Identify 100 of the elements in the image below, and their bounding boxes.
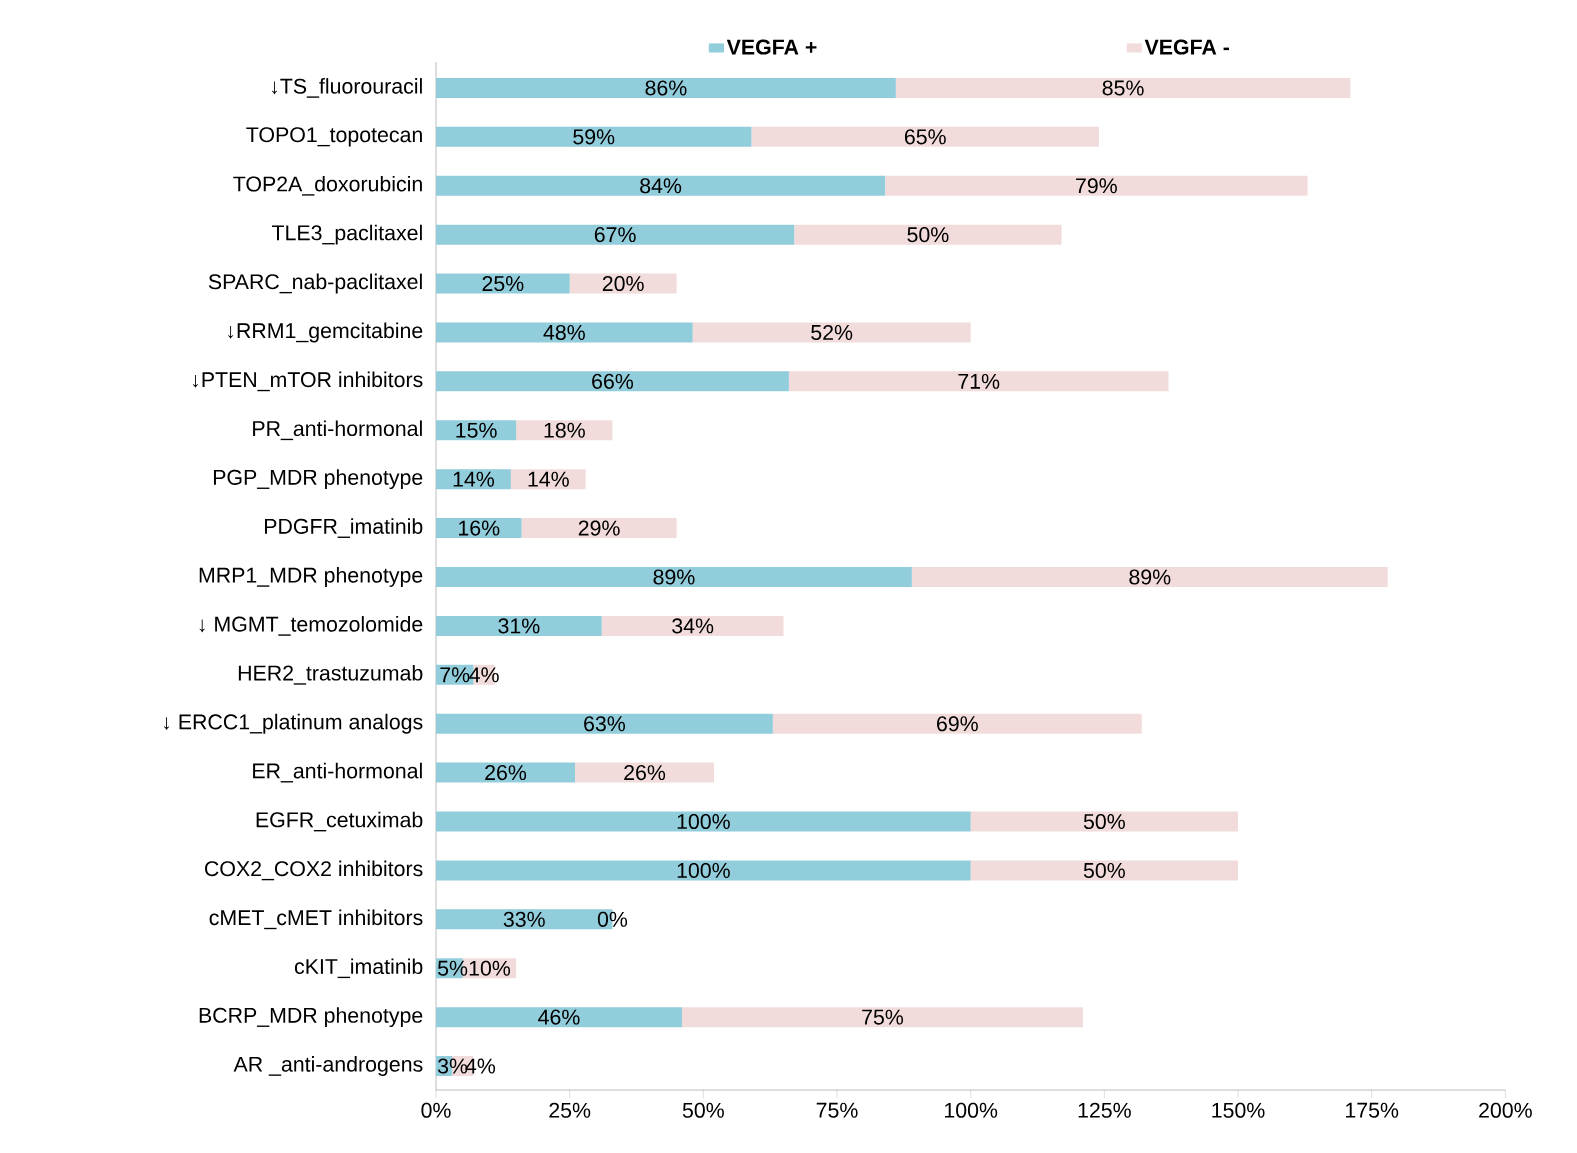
y-tick-label: COX2_COX2 inhibitors [205,860,423,881]
data-label: 10% [469,960,511,976]
data-label: 89% [1129,569,1171,585]
bar [692,322,971,343]
data-label: 65% [904,129,946,145]
y-tick-label: ↓ ERCC1_platinum analogs [164,713,423,734]
x-tick-label: 175% [1346,1102,1399,1118]
bar [521,518,677,539]
data-label: 50% [1083,862,1125,878]
data-label: 63% [584,716,626,732]
bar [885,175,1308,196]
y-tick-label: ↓RRM1_gemcitabine [228,322,423,343]
bar [970,811,1239,832]
bar [436,762,576,783]
data-label: 14% [453,471,495,487]
legend-label: VEGFA + [726,39,817,55]
data-label: 25% [482,276,524,292]
data-label: 71% [958,373,1000,389]
y-tick-label: EGFR_cetuximab [256,811,423,832]
data-label: 14% [528,471,569,487]
data-label: 18% [544,422,585,438]
x-tick-label: 200% [1479,1102,1532,1118]
data-label: 7% [440,667,470,683]
data-label: 84% [640,178,682,194]
data-label: 20% [602,276,644,292]
bar [681,1007,1083,1028]
legend-label: VEGFA - [1144,39,1229,55]
x-tick-label: 100% [945,1102,998,1118]
y-tick-label: cKIT_imatinib [294,958,423,979]
bar [970,860,1239,881]
data-label: 50% [1083,813,1125,830]
y-tick-label: cMET_cMET inhibitors [209,909,423,930]
y-tick-label: TOPO1_topotecan [246,127,422,147]
bar [895,77,1351,98]
data-label: 34% [672,618,714,634]
bar [436,860,971,881]
y-tick-label: TOP2A_doxorubicin [233,175,422,196]
data-label: 75% [862,1009,904,1025]
data-label: 50% [907,227,949,243]
data-label: 100% [677,862,730,878]
bar [601,615,784,636]
bar [436,1007,682,1028]
y-tick-label: SPARC_nab-paclitaxel [208,273,422,294]
data-label: 15% [456,422,497,438]
data-label: 79% [1076,178,1117,194]
bar [911,566,1388,587]
bar [575,762,715,783]
x-tick-label: 75% [816,1102,858,1118]
bar [436,126,752,147]
bar [436,273,570,294]
data-label: 86% [645,80,687,96]
bar [751,126,1099,147]
y-tick-label: ER_anti-hormonal [253,762,422,783]
data-label: 69% [937,716,978,732]
data-label: 48% [543,324,585,341]
bar [436,566,912,587]
x-tick-label: 25% [549,1102,591,1118]
x-tick-label: 125% [1078,1102,1131,1118]
data-label: 85% [1102,80,1144,96]
data-label: 89% [653,569,695,585]
bar [569,273,677,294]
y-tick-label: ↓TS_fluorouracil [271,78,422,98]
data-label: 4% [469,667,499,683]
data-label: 29% [578,520,620,536]
bar [772,713,1142,734]
y-tick-label: PR_anti-hormonal [253,420,422,441]
y-tick-label: MRP1_MDR phenotype [199,567,423,587]
data-label: 26% [624,765,666,781]
bar [436,322,693,343]
bar [436,371,789,392]
bar [436,224,795,245]
data-label: 52% [811,324,853,341]
data-label: 66% [592,373,634,389]
data-label: 16% [459,520,500,536]
bar [794,224,1062,245]
y-tick-label: AR _anti-androgens [233,1056,423,1076]
bar [436,175,886,196]
y-tick-label: BCRP_MDR phenotype [199,1007,423,1028]
data-label: 67% [594,227,636,243]
data-label: 31% [498,618,540,634]
data-label: 26% [485,765,527,781]
bar [788,371,1169,392]
x-tick-label: 50% [682,1102,724,1118]
x-tick-label: 0% [421,1102,451,1118]
data-label: 33% [503,911,545,927]
y-tick-label: PGP_MDR phenotype [213,469,423,490]
bar [436,77,896,98]
y-tick-label: ↓PTEN_mTOR inhibitors [192,371,423,392]
data-label: 46% [538,1009,580,1025]
x-tick-label: 150% [1212,1102,1265,1118]
y-tick-label: PDGFR_imatinib [265,518,423,538]
y-tick-label: HER2_trastuzumab [238,664,423,685]
bar [436,615,602,636]
data-label: 100% [677,813,730,830]
bar [436,811,971,832]
data-label: 5% [438,960,468,976]
data-label: 0% [597,911,628,927]
data-label: 59% [573,129,615,145]
y-tick-label: ↓ MGMT_temozolomide [199,616,423,636]
bar [436,713,773,734]
